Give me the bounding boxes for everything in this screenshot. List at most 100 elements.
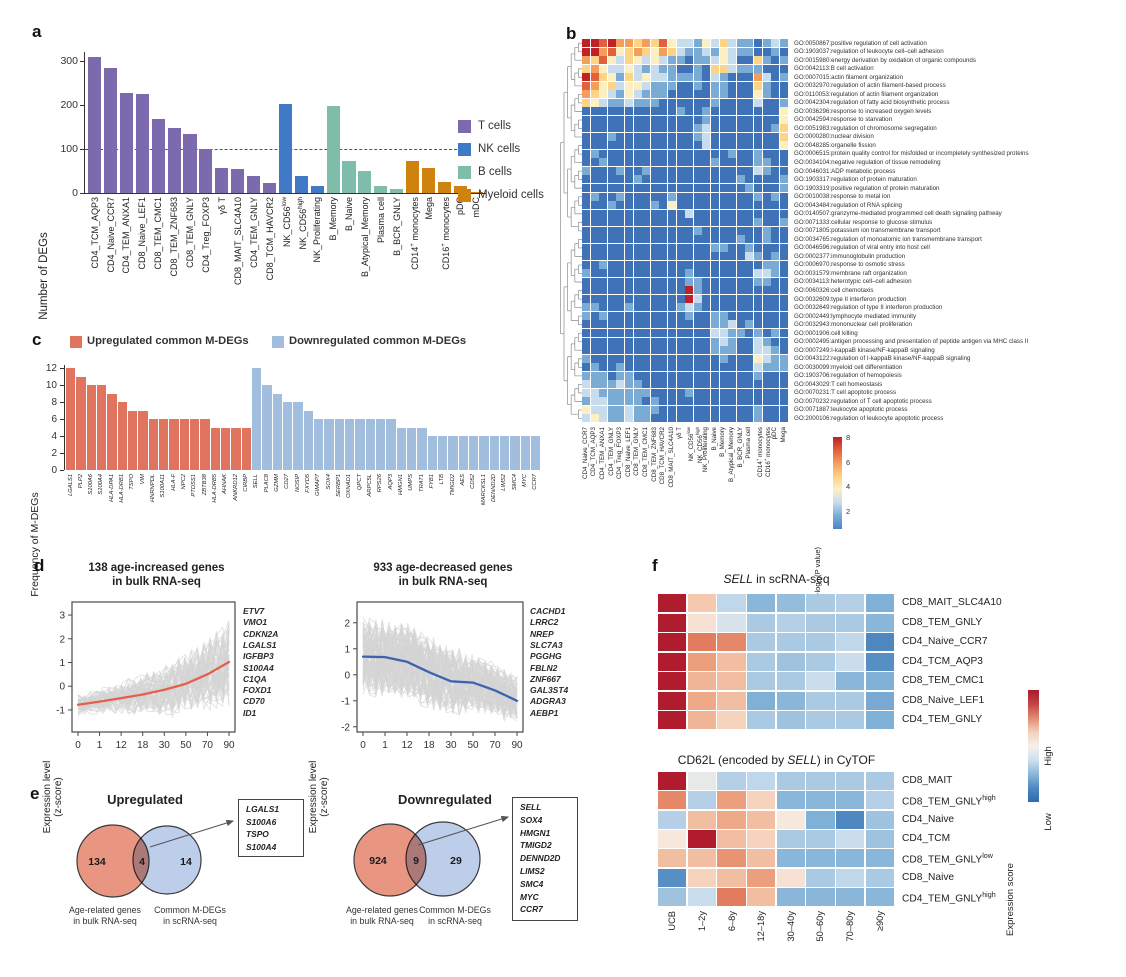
b-heatmap-cell	[702, 397, 711, 406]
f-heatmap-cell	[865, 829, 894, 848]
b-heatmap-cell	[590, 294, 599, 303]
a-y-tick-mark	[80, 61, 84, 62]
b-heatmap-cell	[693, 201, 702, 210]
b-heatmap-cell	[711, 303, 720, 312]
b-heatmap-cell	[668, 252, 677, 261]
b-heatmap-cell	[711, 124, 720, 133]
b-heatmap-cell	[745, 346, 754, 355]
b-heatmap-cell	[607, 354, 616, 363]
b-heatmap-cell	[779, 218, 788, 227]
b-heatmap-cell	[779, 260, 788, 269]
f-column-label: 1–2y	[696, 911, 707, 932]
b-heatmap-cell	[625, 354, 634, 363]
b-heatmap-cell	[702, 132, 711, 141]
b-heatmap-cell	[754, 294, 763, 303]
b-heatmap-cell	[659, 56, 668, 65]
b-heatmap-cell	[728, 337, 737, 346]
a-bar	[247, 176, 261, 193]
b-heatmap-cell	[745, 277, 754, 286]
b-heatmap-cell	[676, 192, 685, 201]
b-heatmap-cell	[590, 286, 599, 295]
d-gene-label: ID1	[243, 707, 257, 718]
b-dendrogram	[560, 42, 582, 419]
b-heatmap-cell	[771, 64, 780, 73]
b-heatmap-cell	[616, 337, 625, 346]
b-heatmap-cell	[642, 346, 651, 355]
f-heatmap-cell	[776, 672, 805, 691]
b-heatmap-cell	[693, 158, 702, 167]
c-bar	[458, 436, 468, 470]
b-heatmap-cell	[582, 277, 591, 286]
c-bar	[127, 410, 138, 470]
b-heatmap-cell	[599, 149, 608, 158]
b-heatmap-cell	[659, 329, 668, 338]
b-heatmap-cell	[702, 235, 711, 244]
b-heatmap-cell	[599, 311, 608, 320]
f-heatmap-cell	[776, 849, 805, 868]
b-heatmap-cell	[685, 294, 694, 303]
b-heatmap-cell	[762, 98, 771, 107]
b-heatmap-cell	[779, 380, 788, 389]
f-heatmap-cell	[776, 711, 805, 730]
b-heatmap-cell	[633, 90, 642, 99]
f-heatmap-cell	[835, 633, 865, 652]
b-heatmap-cell	[702, 115, 711, 124]
b-heatmap-cell	[762, 371, 771, 380]
b-heatmap-cell	[642, 132, 651, 141]
e-box-gene: DENND2D	[520, 853, 561, 864]
b-heatmap-cell	[719, 124, 728, 133]
b-heatmap-cell	[607, 243, 616, 252]
b-heatmap-cell	[728, 47, 737, 56]
b-heatmap-cell	[616, 115, 625, 124]
b-heatmap-cell	[745, 64, 754, 73]
e-gene-box: LGALS1 S100A6 TSPO S100A4	[238, 799, 304, 857]
b-heatmap-cell	[625, 218, 634, 227]
c-legend-label: Upregulated common M-DEGs	[87, 335, 249, 347]
b-heatmap-cell	[779, 73, 788, 82]
b-heatmap-cell	[779, 209, 788, 218]
e-box-gene: TMIGD2	[520, 840, 552, 851]
f-heatmap-cell	[717, 711, 746, 730]
b-heatmap-cell	[625, 405, 634, 414]
b-heatmap-cell	[745, 260, 754, 269]
b-heatmap-cell	[582, 98, 591, 107]
a-y-tick-label: 100	[60, 143, 78, 155]
b-heatmap-cell	[676, 73, 685, 82]
b-heatmap-cell	[719, 320, 728, 329]
b-heatmap-cell	[582, 235, 591, 244]
f-heatmap-cell	[658, 849, 687, 868]
f-heatmap-cell	[717, 633, 746, 652]
b-heatmap-cell	[779, 235, 788, 244]
c-bar	[386, 419, 396, 470]
f-heatmap-title: SELL in scRNA-seq	[723, 572, 830, 586]
f-heatmap-cell	[865, 652, 894, 671]
f-heatmap-cell	[687, 594, 717, 613]
b-heatmap-cell	[693, 346, 702, 355]
d-x-tick-label: 18	[423, 740, 435, 751]
d-y-tick-label: 1	[344, 644, 350, 655]
f-heatmap-cell	[746, 691, 776, 710]
b-heatmap-cell	[599, 90, 608, 99]
b-heatmap-cell	[685, 158, 694, 167]
b-heatmap-cell	[590, 158, 599, 167]
b-heatmap-cell	[711, 269, 720, 278]
d-subplot-title: 933 age-decreased genes in bulk RNA-seq	[373, 562, 513, 588]
b-heatmap-cell	[650, 209, 659, 218]
b-heatmap-cell	[745, 405, 754, 414]
b-heatmap-cell	[616, 73, 625, 82]
b-go-term-label: GO:0032649:regulation of type II interfe…	[794, 304, 943, 312]
b-heatmap-cell	[650, 201, 659, 210]
b-heatmap-cell	[625, 107, 634, 116]
d-y-tick-label: -1	[56, 705, 65, 716]
b-heatmap-cell	[616, 388, 625, 397]
b-heatmap-cell	[659, 218, 668, 227]
b-heatmap-cell	[762, 320, 771, 329]
b-heatmap-cell	[582, 252, 591, 261]
b-heatmap-cell	[779, 337, 788, 346]
d-x-tick-label: 70	[202, 740, 214, 751]
b-heatmap-cell	[762, 363, 771, 372]
b-heatmap-cell	[633, 397, 642, 406]
b-heatmap-cell	[771, 354, 780, 363]
b-heatmap-cell	[736, 141, 745, 150]
f-heatmap-cell	[776, 613, 805, 632]
